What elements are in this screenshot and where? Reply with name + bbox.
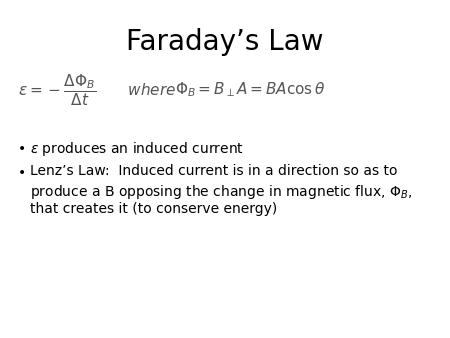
Text: Faraday’s Law: Faraday’s Law <box>126 28 324 56</box>
Text: produce a B opposing the change in magnetic flux, $\Phi_B$,: produce a B opposing the change in magne… <box>30 183 413 201</box>
Text: $\Phi_B = B_{\perp}A = BA\cos\theta$: $\Phi_B = B_{\perp}A = BA\cos\theta$ <box>175 81 325 99</box>
Text: •: • <box>18 142 26 156</box>
Text: that creates it (to conserve energy): that creates it (to conserve energy) <box>30 202 277 216</box>
Text: Lenz’s Law:  Induced current is in a direction so as to: Lenz’s Law: Induced current is in a dire… <box>30 164 397 178</box>
Text: $\varepsilon$ produces an induced current: $\varepsilon$ produces an induced curren… <box>30 140 244 158</box>
Text: •: • <box>18 166 26 180</box>
Text: $\mathit{where}$: $\mathit{where}$ <box>118 82 187 98</box>
Text: $\varepsilon = -\dfrac{\Delta\Phi_B}{\Delta t}$: $\varepsilon = -\dfrac{\Delta\Phi_B}{\De… <box>18 72 96 108</box>
